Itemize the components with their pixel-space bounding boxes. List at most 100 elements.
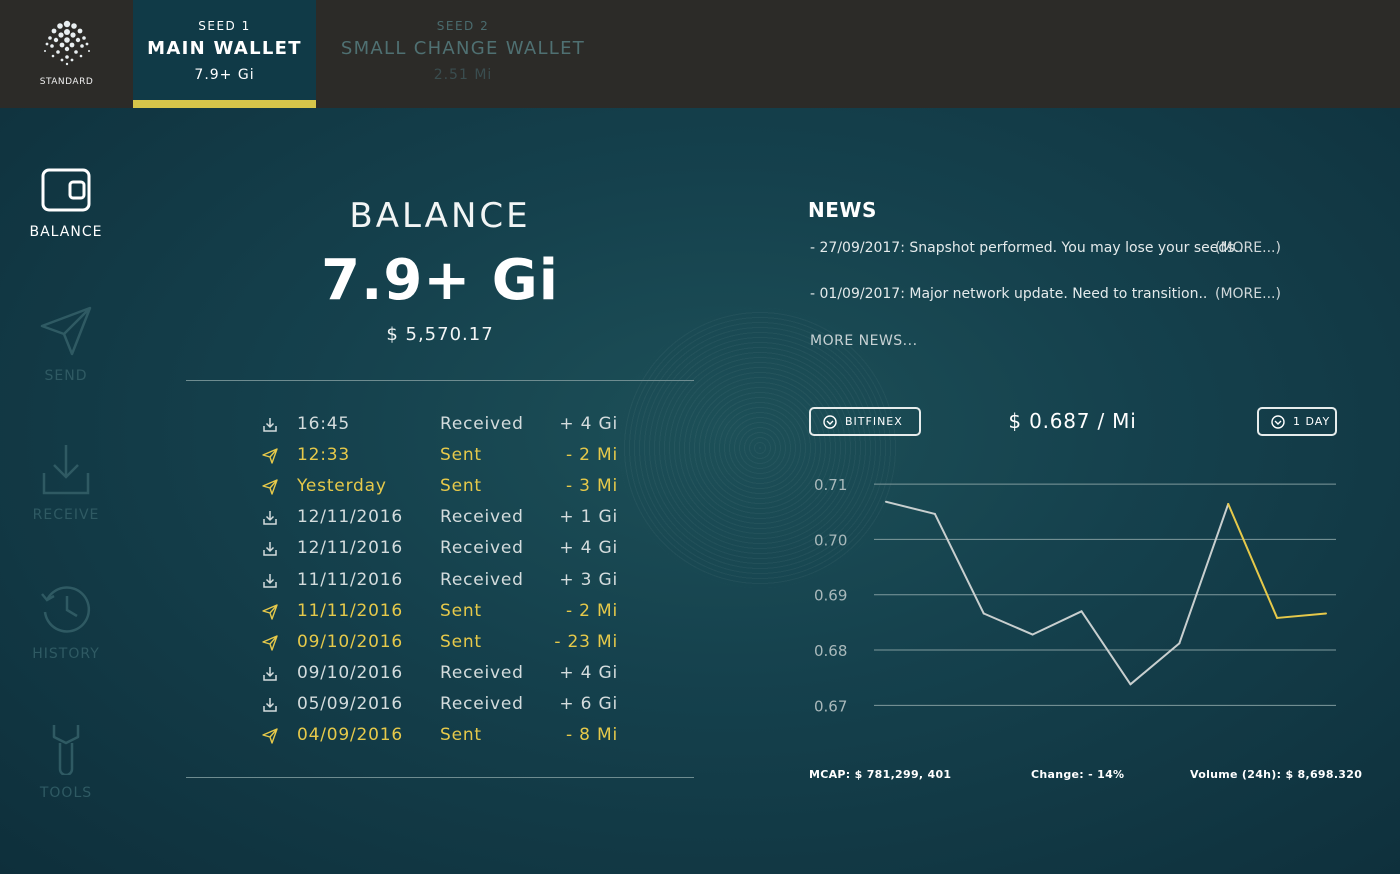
chevron-down-circle-icon — [823, 415, 837, 429]
transaction-row[interactable]: 12/11/2016 Received + 4 Gi — [262, 538, 622, 562]
news-item[interactable]: - 27/09/2017: Snapshot performed. You ma… — [810, 240, 1281, 256]
transaction-time: Yesterday — [297, 476, 387, 497]
sidebar-item-history[interactable]: HISTORY — [0, 582, 132, 662]
news-more-link[interactable]: (MORE...) — [1215, 286, 1281, 302]
news-item[interactable]: - 01/09/2017: Major network update. Need… — [810, 286, 1281, 302]
transaction-amount: + 1 Gi — [559, 507, 618, 528]
sidebar-item-send[interactable]: SEND — [0, 304, 132, 384]
series-line-segment — [933, 512, 985, 615]
sidebar-item-balance[interactable]: BALANCE — [0, 166, 132, 240]
transaction-row[interactable]: 12:33 Sent - 2 Mi — [262, 445, 622, 469]
transaction-time: 12:33 — [297, 445, 350, 466]
received-icon — [263, 697, 277, 712]
series-line-segment — [1129, 642, 1181, 686]
received-icon — [263, 573, 277, 588]
series-line-segment — [1080, 610, 1132, 686]
transaction-type: Received — [440, 693, 524, 714]
transaction-row[interactable]: 16:45 Received + 4 Gi — [262, 414, 622, 438]
divider — [186, 380, 694, 381]
series-line-segment — [1227, 502, 1279, 619]
transaction-time: 05/09/2016 — [297, 693, 403, 714]
transaction-type: Received — [440, 662, 524, 683]
transaction-type: Sent — [440, 476, 482, 497]
sidebar-item-label: RECEIVE — [32, 507, 100, 523]
received-icon — [263, 666, 277, 681]
wrench-icon — [52, 725, 80, 775]
transaction-amount: + 3 Gi — [559, 569, 618, 590]
tab-seed-1[interactable]: SEED 1 MAIN WALLET 7.9+ Gi — [133, 0, 316, 108]
exchange-selector[interactable]: BITFINEX — [809, 407, 921, 436]
news-more-link[interactable]: (MORE...) — [1215, 240, 1281, 256]
y-tick-label: 0.68 — [814, 642, 847, 660]
exchange-label: BITFINEX — [845, 415, 903, 428]
transaction-row[interactable]: 09/10/2016 Received + 4 Gi — [262, 663, 622, 687]
series-line-segment — [1178, 502, 1230, 645]
transaction-amount: - 23 Mi — [554, 631, 618, 652]
sidebar-item-label: HISTORY — [32, 646, 100, 662]
transaction-type: Sent — [440, 445, 482, 466]
transaction-type: Received — [440, 507, 524, 528]
chevron-down-circle-icon — [1271, 415, 1285, 429]
series-line-segment — [982, 612, 1034, 636]
iota-logo-icon — [44, 20, 90, 66]
sent-icon — [262, 479, 278, 495]
transaction-row[interactable]: 11/11/2016 Sent - 2 Mi — [262, 601, 622, 625]
transaction-time: 12/11/2016 — [297, 538, 403, 559]
transaction-time: 16:45 — [297, 414, 350, 434]
transaction-row[interactable]: Yesterday Sent - 3 Mi — [262, 476, 622, 500]
transaction-type: Sent — [440, 600, 482, 621]
sent-icon — [262, 448, 278, 464]
main-area: BALANCE SEND RECEIVE HISTORY TOOLS BALAN… — [0, 108, 1400, 874]
transaction-type: Sent — [440, 631, 482, 652]
wallet-name: MAIN WALLET — [147, 38, 302, 59]
sidebar-item-label: SEND — [44, 368, 88, 384]
news-text: - 01/09/2017: Major network update. Need… — [810, 286, 1208, 302]
price-per-mi: $ 0.687 / Mi — [1008, 409, 1137, 433]
price-chart: 0.71 0.70 0.69 0.68 0.67 — [814, 476, 1336, 715]
received-icon — [263, 418, 277, 432]
time-range-label: 1 DAY — [1293, 415, 1331, 428]
transaction-time: 09/10/2016 — [297, 662, 403, 683]
market-cap: MCAP: $ 781,299, 401 — [809, 768, 952, 781]
transaction-type: Received — [440, 538, 524, 559]
transaction-amount: - 2 Mi — [566, 445, 618, 466]
y-tick-label: 0.67 — [814, 697, 847, 715]
wallet-name: SMALL CHANGE WALLET — [340, 38, 586, 59]
active-tab-indicator — [133, 100, 316, 108]
series-line-segment — [1031, 610, 1083, 636]
volume-24h: Volume (24h): $ 8,698.320 — [1190, 768, 1363, 781]
time-range-selector[interactable]: 1 DAY — [1257, 407, 1337, 436]
sent-icon — [262, 728, 278, 744]
balance-heading: BALANCE — [349, 196, 531, 236]
transaction-type: Received — [440, 414, 524, 434]
wallet-balance: 2.51 Mi — [433, 67, 493, 83]
transaction-row[interactable]: 11/11/2016 Received + 3 Gi — [262, 570, 622, 594]
transaction-type: Received — [440, 569, 524, 590]
sidebar-item-receive[interactable]: RECEIVE — [0, 443, 132, 523]
news-title: NEWS — [808, 198, 877, 222]
sidebar-item-label: BALANCE — [29, 224, 103, 240]
transaction-amount: - 3 Mi — [566, 476, 618, 497]
seed-number: SEED 1 — [198, 19, 251, 33]
transaction-time: 11/11/2016 — [297, 569, 403, 590]
wallet-icon — [41, 168, 91, 212]
transaction-row[interactable]: 12/11/2016 Received + 1 Gi — [262, 507, 622, 531]
seed-number: SEED 2 — [436, 19, 490, 33]
more-news-link[interactable]: MORE NEWS... — [810, 333, 918, 349]
transaction-time: 09/10/2016 — [297, 631, 403, 652]
tab-seed-2[interactable]: SEED 2 SMALL CHANGE WALLET 2.51 Mi — [330, 0, 596, 108]
transaction-amount: + 4 Gi — [559, 414, 618, 434]
sidebar-item-tools[interactable]: TOOLS — [0, 721, 132, 801]
download-tray-icon — [42, 445, 90, 495]
y-tick-label: 0.69 — [814, 587, 847, 605]
transaction-row[interactable]: 09/10/2016 Sent - 23 Mi — [262, 632, 622, 656]
transaction-time: 12/11/2016 — [297, 507, 403, 528]
y-tick-label: 0.71 — [814, 476, 847, 494]
divider — [186, 777, 694, 778]
sent-icon — [262, 634, 278, 651]
transaction-amount: - 8 Mi — [566, 725, 618, 745]
transaction-row[interactable]: 04/09/2016 Sent - 8 Mi — [262, 725, 622, 749]
transaction-row[interactable]: 05/09/2016 Received + 6 Gi — [262, 694, 622, 718]
transaction-amount: + 4 Gi — [559, 538, 618, 559]
transaction-amount: + 6 Gi — [559, 693, 618, 714]
